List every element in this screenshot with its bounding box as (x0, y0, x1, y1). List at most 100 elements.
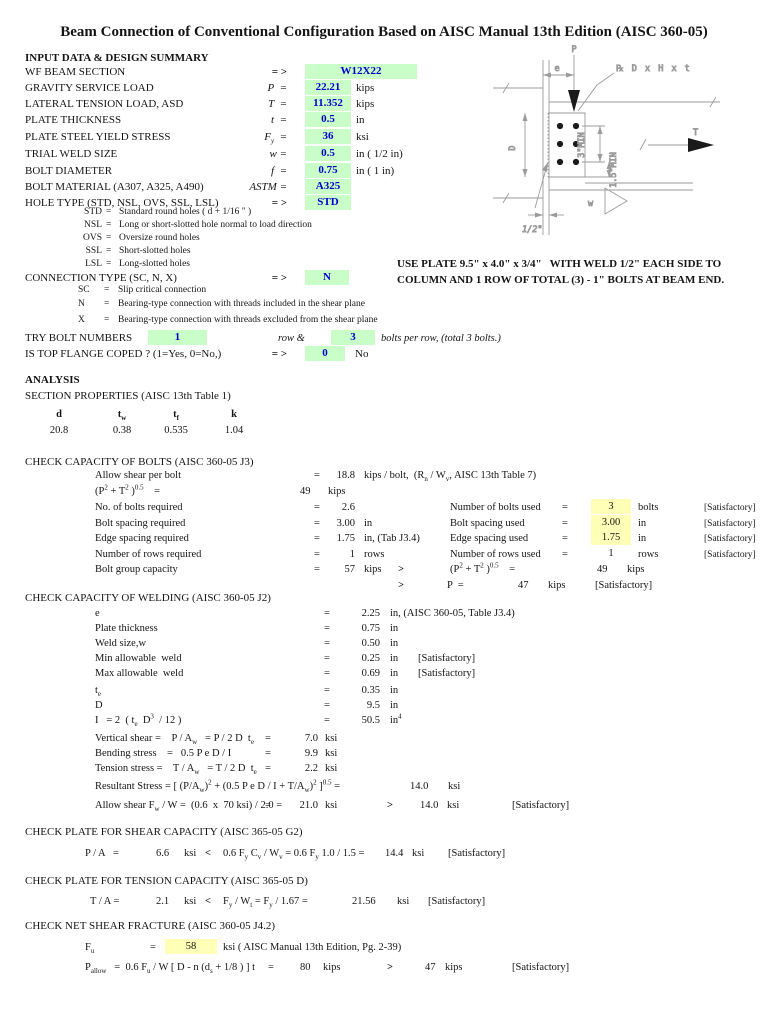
row-unit: ksi (448, 781, 461, 792)
dim-arrow (522, 169, 528, 177)
input-cell-yield-stress[interactable]: 36 (305, 129, 351, 144)
row-unit: ksi (412, 848, 425, 859)
used-cell-edge[interactable]: 1.75 (591, 530, 631, 545)
row-unit: ksi (184, 896, 197, 907)
input-section-heading: INPUT DATA & DESIGN SUMMARY (25, 52, 209, 64)
input-row-label: WF BEAM SECTION (25, 66, 126, 78)
input-cell-weld-size[interactable]: 0.5 (305, 146, 351, 161)
bolts-section-heading: CHECK CAPACITY OF BOLTS (AISC 360-05 J3) (25, 456, 254, 468)
input-cell-beam-section[interactable]: W12X22 (305, 64, 417, 79)
connection-diagram: P e ℞ D x H x t D 3"MIN 1.5"MIN T w (493, 45, 720, 235)
dim-arrow (566, 72, 574, 78)
less-than-sign: < (205, 896, 211, 907)
used-cell-spacing[interactable]: 3.00 (591, 515, 631, 530)
allow-shear-formula: Allow shear Fw / W = (0.6 x 70 ksi) / 2.… (95, 800, 283, 814)
unit-label: in ( 1 in) (356, 165, 395, 177)
equals-sign: = (314, 533, 320, 544)
arrow-symbol: = > (271, 348, 287, 360)
greater-than-sign: > (387, 962, 393, 973)
section-properties-heading: SECTION PROPERTIES (AISC 13th Table 1) (25, 390, 231, 402)
symbol-label: t = (271, 114, 287, 126)
equals-sign: = (265, 800, 271, 811)
equals-sign: = (314, 470, 320, 481)
plate-outline (548, 112, 586, 178)
row-value: 2.2 (304, 763, 318, 774)
used-cell-bolts[interactable]: 3 (591, 499, 631, 514)
symbol-label: f = (271, 165, 287, 177)
row-unit: kips / bolt, (Rn / Wv, AISC 13th Table 7… (364, 470, 537, 484)
row-value: 50.5 (361, 715, 380, 726)
input-cell-plate-thickness[interactable]: 0.5 (305, 112, 351, 127)
row-label: Bolt spacing used (450, 518, 525, 529)
row-unit: ksi ( AISC Manual 13th Edition, Pg. 2-39… (223, 942, 402, 953)
row-label: Allow shear per bolt (95, 470, 182, 481)
row-value: 14.0 (410, 781, 429, 792)
input-row-label: BOLT DIAMETER (25, 165, 113, 177)
row-value: 49 (300, 486, 311, 497)
row-unit: in (390, 668, 399, 679)
equals-sign: = (265, 763, 271, 774)
dim-arrow (535, 212, 543, 218)
input-cell-coped[interactable]: 0 (305, 346, 345, 361)
row-unit: rows (638, 549, 659, 560)
equals-sign: = (562, 533, 568, 544)
dim-e-label: e (554, 64, 559, 74)
status-satisfactory: [Satisfactory] (704, 519, 756, 529)
equals-sign: = (324, 653, 330, 664)
row-unit: ksi (447, 800, 460, 811)
row-label: te (95, 685, 102, 699)
dim-arrow (549, 212, 557, 218)
weld-size-label: w (588, 199, 594, 209)
row-unit: kips (627, 564, 645, 575)
break-mark (502, 192, 510, 204)
design-summary-note-line1: USE PLATE 9.5" x 4.0" x 3/4" WITH WELD 1… (397, 258, 722, 270)
analysis-heading: ANALYSIS (25, 374, 80, 386)
row-label: Number of bolts used (450, 502, 541, 513)
input-cell-bolt-rows[interactable]: 1 (148, 330, 207, 345)
symbol-label: T = (268, 98, 287, 110)
row-unit: in (390, 653, 399, 664)
note-eq: = (106, 207, 112, 217)
prop-value-k: 1.04 (224, 425, 244, 436)
row-unit: kips (445, 962, 463, 973)
break-mark (502, 82, 510, 94)
note-key: N (78, 299, 85, 309)
row-value: 21.56 (352, 896, 376, 907)
pallow-formula: Pallow = 0.6 Fu / W [ D - n (ds + 1/8 ) … (85, 962, 256, 976)
row-value: 49 (597, 564, 608, 575)
note-eq: = (106, 220, 112, 230)
equals-sign: = (314, 549, 320, 560)
input-cell-bolt-diameter[interactable]: 0.75 (305, 163, 351, 178)
row-value: 2.6 (341, 502, 355, 513)
input-cell-connection-type[interactable]: N (305, 270, 349, 285)
equals-sign: = (324, 623, 330, 634)
input-cell-bolt-material[interactable]: A325 (305, 179, 351, 194)
greater-than-sign: > (398, 580, 404, 591)
input-cell-tension-load[interactable]: 11.352 (305, 96, 351, 111)
row-unit: in (638, 518, 647, 529)
row-value: 18.8 (336, 470, 355, 481)
note-key: X (78, 315, 85, 325)
input-cell-bolts-per-row[interactable]: 3 (331, 330, 375, 345)
row-label: D (95, 700, 103, 711)
symbol-label: w = (269, 148, 287, 160)
equals-sign: = (265, 748, 271, 759)
bolt-dot (556, 158, 564, 166)
status-satisfactory: [Satisfactory] (704, 503, 756, 513)
input-row-label: PLATE THICKNESS (25, 114, 122, 126)
input-cell-hole-type[interactable]: STD (305, 195, 351, 210)
note-key: LSL (85, 259, 102, 269)
row-unit: bolts (638, 502, 659, 513)
row-label: Edge spacing required (95, 533, 189, 544)
equals-sign: = (562, 502, 568, 513)
unit-label: kips (356, 98, 375, 110)
dim-arrow (597, 154, 603, 162)
note-key: SSL (85, 246, 102, 256)
weld-symbol-triangle (604, 187, 628, 215)
row-unit: kips (328, 486, 346, 497)
input-cell-gravity-load[interactable]: 22.21 (305, 80, 351, 95)
row-value: 57 (344, 564, 356, 575)
row-unit: in, (Tab J3.4) (364, 533, 420, 544)
note-key: STD (84, 207, 102, 217)
input-cell-fu[interactable]: 58 (165, 939, 217, 954)
